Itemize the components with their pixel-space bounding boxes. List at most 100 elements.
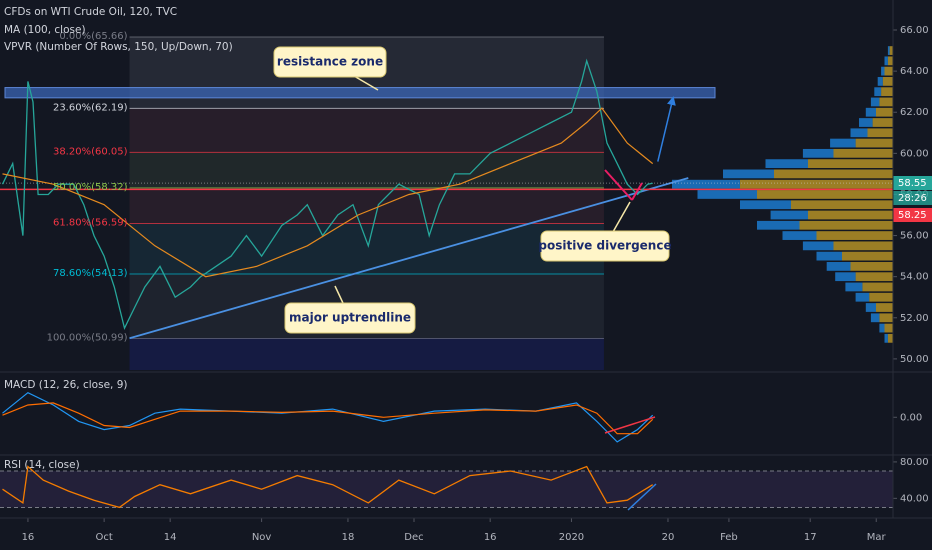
projection-arrow: [657, 96, 676, 162]
profile-up: [833, 241, 893, 251]
profile-down: [870, 313, 880, 323]
panel-title: RSI (14, close): [4, 459, 80, 471]
callout-box: [540, 230, 670, 262]
profile-down: [884, 56, 888, 66]
x-tick-label: 20: [662, 532, 675, 543]
profile-up: [855, 272, 893, 282]
x-tick-label: Dec: [404, 532, 423, 543]
profile-down: [870, 97, 880, 107]
price-badge: [893, 208, 932, 222]
profile-up: [816, 231, 893, 240]
profile-down: [865, 107, 876, 117]
profile-down: [816, 251, 842, 261]
price-badge-label: 58.55: [898, 178, 927, 189]
callout-box: [284, 302, 416, 334]
y-tick-label: 0.00: [900, 412, 922, 423]
price-badge: [893, 176, 932, 190]
profile-down: [879, 323, 885, 333]
fib-band: [129, 187, 604, 224]
y-tick-label: 64.00: [900, 66, 929, 77]
profile-down: [740, 200, 791, 210]
profile-down: [830, 138, 856, 148]
profile-up: [740, 179, 893, 189]
profile-down: [865, 303, 876, 312]
callout-text: resistance zone: [277, 55, 383, 69]
fib-label: 61.80%(56.59): [53, 217, 128, 228]
legend-entry: VPVR (Number Of Rows, 150, Up/Down, 70): [4, 41, 233, 53]
series-line: [2, 107, 654, 278]
profile-down: [802, 241, 834, 251]
profile-down: [672, 179, 740, 189]
x-tick-label: 18: [342, 532, 355, 543]
profile-down: [887, 46, 890, 55]
price-badge-label: 58.25: [898, 210, 927, 221]
profile-down: [757, 220, 800, 230]
x-tick-label: Oct: [95, 532, 112, 543]
x-tick-label: 14: [164, 532, 177, 543]
y-tick-label: 52.00: [900, 313, 929, 324]
countdown-badge: [893, 191, 932, 205]
panel-title: MACD (12, 26, close, 9): [4, 379, 127, 391]
profile-down: [723, 169, 774, 179]
profile-up: [842, 251, 893, 261]
profile-down: [884, 333, 888, 343]
fib-label: 0.00%(65.66): [59, 31, 127, 42]
countdown-label: 28:26: [898, 193, 927, 204]
y-tick-label: 40.00: [900, 493, 929, 504]
profile-up: [799, 220, 893, 230]
x-tick-label: Mar: [867, 532, 887, 543]
profile-up: [879, 313, 893, 323]
divergence-line: [631, 182, 643, 201]
profile-up: [879, 97, 893, 107]
fib-label: 50.00%(58.32): [53, 182, 128, 193]
x-tick-label: 16: [484, 532, 497, 543]
profile-down: [850, 128, 868, 138]
profile-up: [862, 282, 893, 292]
profile-up: [808, 159, 893, 169]
profile-up: [882, 77, 893, 86]
profile-up: [808, 210, 893, 220]
profile-up: [876, 107, 893, 117]
profile-down: [855, 292, 870, 302]
profile-down: [881, 66, 885, 76]
y-tick-label: 66.00: [900, 25, 929, 36]
profile-up: [887, 56, 893, 66]
profile-down: [782, 231, 817, 240]
x-tick-label: Nov: [252, 532, 272, 543]
profile-down: [770, 210, 808, 220]
profile-down: [874, 87, 882, 97]
profile-down: [826, 262, 851, 271]
profile-up: [872, 118, 893, 127]
trendline: [129, 177, 689, 340]
profile-up: [855, 138, 893, 148]
profile-up: [850, 262, 893, 271]
x-tick-label: 16: [22, 532, 35, 543]
callout-text: major uptrendline: [289, 311, 411, 325]
profile-down: [802, 148, 834, 158]
callout-box: [273, 46, 387, 78]
profile-up: [833, 148, 893, 158]
profile-down: [765, 159, 808, 169]
profile-up: [884, 66, 893, 76]
fib-label: 38.20%(60.05): [53, 146, 128, 157]
y-tick-label: 56.00: [900, 231, 929, 242]
price-line-series: [2, 465, 654, 509]
profile-up: [774, 169, 893, 179]
fib-label: 100.00%(50.99): [47, 333, 128, 344]
legend-entry: MA (100, close): [4, 24, 86, 36]
x-tick-label: Feb: [720, 532, 738, 543]
chart-title: CFDs on WTI Crude Oil, 120, TVC: [4, 6, 177, 18]
y-tick-label: 62.00: [900, 107, 929, 118]
fib-extension: [129, 338, 604, 370]
background-layer: [0, 36, 893, 508]
profile-up: [887, 333, 893, 343]
resistance-zone: [4, 87, 716, 99]
profile-up: [791, 200, 893, 210]
fib-band: [129, 108, 604, 153]
profile-down: [697, 190, 757, 199]
label-layer: 16 Oct 14 Nov 18 Dec 16 2020 20 Feb 17 Mar50.0052.0…: [22, 25, 932, 543]
divergence-line: [604, 169, 633, 201]
y-tick-label: 54.00: [900, 272, 929, 283]
profile-down: [845, 282, 863, 292]
profile-down: [877, 77, 883, 86]
